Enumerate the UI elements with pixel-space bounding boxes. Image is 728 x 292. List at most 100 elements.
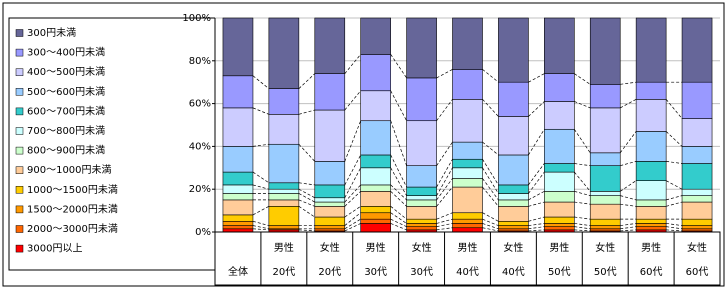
series-line [620,229,637,232]
bar-segment [268,188,300,194]
y-tick-label: 60% [189,99,211,110]
bar-segment [268,206,300,226]
bar-segment [544,73,575,102]
bar-segment [406,17,437,79]
series-line [252,143,269,147]
bar-segment [681,201,713,220]
series-line [482,227,499,232]
bar-segment [544,128,575,164]
bar-segment [314,197,346,203]
bar-segment [681,195,713,203]
bar-segment [544,17,575,74]
legend-label: 300円未満 [27,27,76,39]
x-tick-label: 50代 [548,266,571,278]
bar-segment [498,206,529,222]
bar-segment [268,199,300,207]
bar-segment [589,195,621,205]
bar-segment [681,17,713,83]
series-line [298,229,315,232]
bar-segment [589,152,621,166]
legend-label: 900～1000円未満 [27,164,112,176]
legend-swatch [15,244,24,253]
series-line [252,206,270,216]
bar-segment [452,218,483,224]
series-line [436,178,453,201]
x-tick-label: 30代 [364,266,387,278]
series-line [574,171,591,192]
series-line [528,226,545,230]
series-line [344,154,361,186]
series-line [390,167,407,196]
bar-segment [498,81,529,117]
bar-segment [360,90,391,122]
bar-segment [544,201,575,218]
series-line [574,191,591,196]
x-tick-label: 40代 [456,266,479,278]
legend-label: 1000～1500円未満 [27,184,118,196]
series-line [620,203,637,207]
x-tick-label: 男性 [274,241,294,254]
bar-segment [222,199,254,216]
bar-segment [589,84,621,109]
series-line [436,212,453,220]
bar-segment [544,216,575,224]
series-line [390,206,407,220]
series-line [436,227,453,231]
x-tick-label: 女性 [412,241,432,254]
bar-segment [498,225,529,230]
series-line [252,75,270,89]
bar-segment [222,171,254,186]
series-line [574,216,591,220]
series-line [574,226,591,230]
legend-swatch [15,107,24,116]
legend-label: 600～700円未満 [27,105,105,117]
bar-segment [635,161,667,181]
bar-segment [360,206,391,214]
series-line [528,129,545,156]
bar-segment [544,171,575,192]
bar-segment [635,131,667,162]
bar-segment [635,218,667,224]
series-line [666,195,683,201]
bar-segment [681,118,713,147]
legend-label: 700～800円未満 [27,125,105,137]
series-line [436,186,453,207]
series-line [344,191,361,207]
series-line [619,131,637,154]
x-tick-label: 40代 [502,266,525,278]
series-line [344,54,361,74]
bar-segment [635,17,667,83]
series-line [666,161,683,164]
bar-segment [268,193,300,201]
series-line [482,223,499,230]
bar-segment [452,227,483,233]
series-line [436,218,453,224]
series-line [665,99,683,119]
bar-segment [360,218,391,224]
series-line [620,180,637,192]
bar-segment [406,186,437,196]
legend-label: 800～900円未満 [27,145,105,157]
bar-segment [452,212,483,220]
bar-segment [406,195,437,201]
series-line [344,223,361,232]
bar-segment [406,199,437,207]
x-tick-label: 30代 [410,266,433,278]
series-line [390,90,407,121]
bar-segment [406,206,437,220]
series-line [344,90,361,111]
y-tick-label: 20% [189,184,211,195]
series-line [252,171,270,184]
series-line [344,184,361,203]
bar-segment [406,226,437,231]
bar-segment [222,193,254,201]
series-line [344,167,361,198]
bar-segment [498,17,529,83]
bar-segment [498,154,529,186]
x-tick-label: 女性 [595,241,615,254]
bar-segment [360,212,391,220]
bar-segment [589,218,621,226]
legend-swatch [15,146,24,155]
bar-segment [681,81,713,119]
series-line [436,159,453,188]
